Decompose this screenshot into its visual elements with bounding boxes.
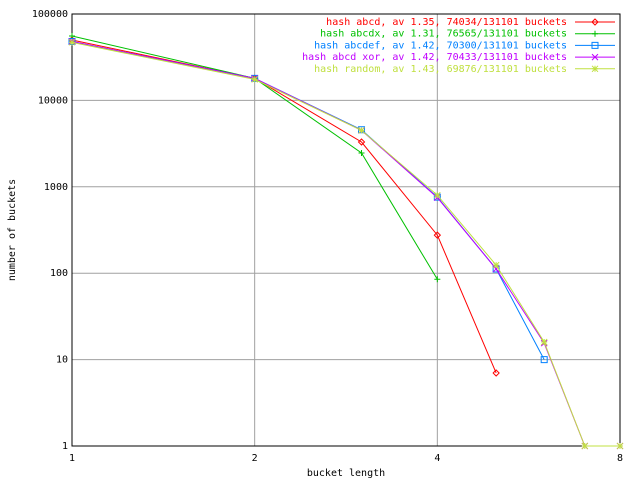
marker bbox=[591, 53, 599, 61]
series-line bbox=[71, 35, 438, 280]
marker bbox=[433, 231, 442, 239]
marker bbox=[433, 191, 441, 199]
legend-label: hash abcd xor, av 1.42, 70433/131101 buc… bbox=[302, 52, 567, 63]
x-tick-label: 1 bbox=[69, 453, 75, 464]
marker bbox=[581, 442, 589, 450]
legend-label: hash abcd, av 1.35, 74034/131101 buckets bbox=[326, 17, 567, 28]
marker bbox=[251, 76, 259, 83]
marker bbox=[591, 41, 599, 49]
marker bbox=[540, 338, 548, 346]
legend-label: hash random, av 1.43, 69876/131101 bucke… bbox=[314, 64, 567, 75]
y-tick-label: 1000 bbox=[44, 182, 68, 193]
x-tick-label: 4 bbox=[434, 453, 440, 464]
x-axis-label: bucket length bbox=[307, 468, 385, 479]
marker bbox=[492, 261, 500, 269]
marker bbox=[357, 138, 366, 146]
y-tick-label: 100 bbox=[50, 268, 68, 279]
marker bbox=[68, 38, 76, 46]
marker bbox=[616, 442, 624, 450]
marker bbox=[358, 127, 365, 134]
series-line bbox=[71, 41, 545, 360]
y-tick-label: 1 bbox=[62, 441, 68, 452]
legend-label: hash abcdef, av 1.42, 70300/131101 bucke… bbox=[314, 40, 567, 51]
marker bbox=[358, 150, 365, 157]
series-line bbox=[71, 41, 620, 447]
series-line bbox=[71, 41, 620, 447]
series-line bbox=[71, 39, 497, 374]
marker bbox=[540, 356, 548, 364]
x-tick-label: 2 bbox=[252, 453, 258, 464]
y-tick-label: 100000 bbox=[32, 9, 68, 20]
y-tick-label: 10000 bbox=[38, 95, 68, 106]
y-tick-label: 10 bbox=[56, 355, 68, 366]
x-tick-label: 8 bbox=[617, 453, 623, 464]
y-axis-label: number of buckets bbox=[7, 179, 18, 281]
marker bbox=[492, 369, 500, 377]
marker bbox=[434, 276, 441, 283]
marker bbox=[591, 65, 599, 73]
marker bbox=[69, 33, 75, 40]
legend-label: hash abcdx, av 1.31, 76565/131101 bucket… bbox=[320, 29, 567, 40]
plot-border bbox=[71, 13, 621, 447]
marker bbox=[591, 18, 599, 26]
marker bbox=[592, 30, 598, 37]
